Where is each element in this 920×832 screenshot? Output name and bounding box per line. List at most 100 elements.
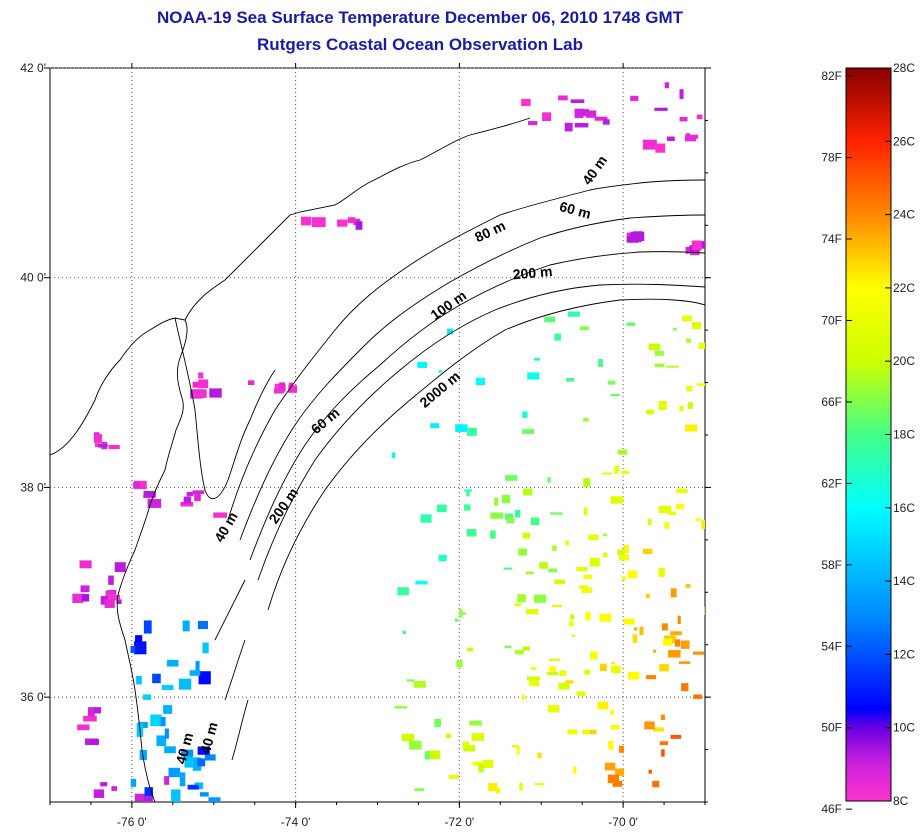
sst-patch-shelf: [134, 641, 147, 655]
sst-patch: [570, 614, 575, 620]
coastline-and-isobaths: [50, 117, 705, 802]
sst-patch: [504, 513, 514, 520]
sst-patch-cold: [147, 499, 162, 508]
map-title: NOAA-19 Sea Surface Temperature December…: [157, 8, 683, 27]
sst-patch-cold: [93, 707, 102, 714]
lat-tick-label: 36 0': [20, 690, 46, 704]
sst-patch: [516, 745, 520, 755]
sst-patch: [413, 680, 426, 688]
sst-patch: [579, 326, 589, 331]
sst-patch: [517, 594, 526, 603]
sst-patch-cold: [594, 116, 608, 121]
sst-patch: [571, 634, 575, 637]
sst-patch: [646, 409, 654, 415]
sst-patch: [522, 488, 533, 496]
sst-patch: [391, 452, 396, 459]
sst-patch-cold: [79, 560, 92, 569]
sst-patch-cold: [104, 599, 115, 608]
sst-patch: [434, 718, 441, 728]
sst-patch: [566, 377, 575, 382]
sst-patch: [546, 671, 559, 676]
sst-patch: [519, 782, 523, 791]
sst-patch: [653, 649, 657, 653]
sst-patch-cold: [116, 599, 122, 604]
sst-patch: [677, 615, 681, 625]
sst-patch-cold: [108, 575, 114, 585]
sst-patch: [525, 571, 534, 575]
sst-patch: [626, 322, 635, 326]
sst-patch: [514, 649, 524, 655]
sst-patch: [608, 740, 614, 750]
sst-patch-shelf: [163, 705, 173, 714]
isobath-label: 60 m: [558, 198, 593, 222]
sst-patch: [548, 658, 561, 661]
sst-patch-cold: [685, 246, 690, 254]
sst-patch: [495, 788, 501, 794]
sst-patch-cold: [355, 221, 363, 230]
sst-patch: [612, 780, 623, 787]
sst-patch-cold: [192, 389, 207, 398]
sst-patch: [539, 562, 549, 569]
sst-patch: [674, 639, 681, 647]
sst-patch: [646, 675, 657, 680]
sst-patch: [670, 588, 677, 598]
sst-patch-shelf: [184, 755, 193, 768]
isobath-label: 40 m: [197, 720, 221, 755]
sst-patch: [693, 694, 702, 699]
sst-patch-cold: [585, 110, 597, 118]
sst-patch-shelf: [198, 671, 211, 685]
sst-patch-cold: [80, 585, 90, 593]
sst-patch: [661, 623, 668, 631]
sst-patch: [522, 429, 534, 434]
sst-patch: [653, 727, 664, 732]
sst-patch: [610, 724, 620, 730]
sst-patch: [696, 383, 705, 387]
lon-tick-label: -76 0': [117, 815, 147, 829]
sst-patch-shelf: [144, 787, 154, 797]
sst-patch: [601, 472, 613, 475]
sst-patch: [617, 549, 625, 555]
sst-patch: [501, 494, 511, 504]
sst-patch: [679, 405, 684, 412]
sst-patch: [558, 682, 570, 690]
sst-patch-shelf: [166, 659, 179, 667]
sst-patch-shelf: [178, 678, 192, 690]
coastline-nj: [184, 117, 531, 321]
sst-patch: [698, 342, 705, 349]
sst-patch: [467, 427, 477, 436]
sst-patch: [583, 507, 588, 516]
colorbar-c-label: 18C: [893, 428, 915, 442]
colorbar-c-label: 14C: [893, 574, 915, 588]
sst-patch: [681, 683, 689, 692]
sst-patch: [645, 593, 651, 599]
sst-patch-shelf: [168, 767, 181, 778]
isobath-2000m: [267, 298, 705, 611]
sst-patch-cold: [143, 796, 153, 802]
sst-patch-cold: [192, 490, 205, 494]
sst-patch: [552, 604, 562, 608]
sst-patch: [533, 594, 547, 603]
sst-patch: [469, 720, 482, 726]
sst-patch: [652, 780, 660, 788]
sst-patch-cold: [574, 108, 584, 119]
sst-patch: [610, 710, 614, 715]
sst-patch-cold: [107, 594, 120, 601]
sst-patch-shelf: [181, 749, 194, 757]
sst-patch: [445, 733, 451, 739]
sst-patch-shelf: [135, 635, 143, 643]
sst-patch-cold: [570, 99, 585, 104]
sst-patch-cold: [602, 119, 610, 125]
axis-ticks: -76 0' -74 0' -72 0' -70 0' 42 0' 40 0' 38 0' 3…: [20, 61, 711, 829]
sst-patch: [394, 706, 408, 709]
sst-patch: [660, 714, 665, 721]
lat-tick-label: 42 0': [20, 61, 46, 75]
sst-patch-shelf: [197, 746, 210, 755]
isobath-80m: [249, 251, 705, 561]
sst-patch: [663, 638, 673, 646]
sst-patch: [654, 350, 664, 356]
sst-patch-cold: [654, 107, 668, 111]
sst-patch: [627, 570, 638, 579]
sst-patch: [568, 620, 574, 627]
isobath-label: 40 m: [172, 731, 196, 766]
sst-patch-cold: [209, 388, 222, 398]
